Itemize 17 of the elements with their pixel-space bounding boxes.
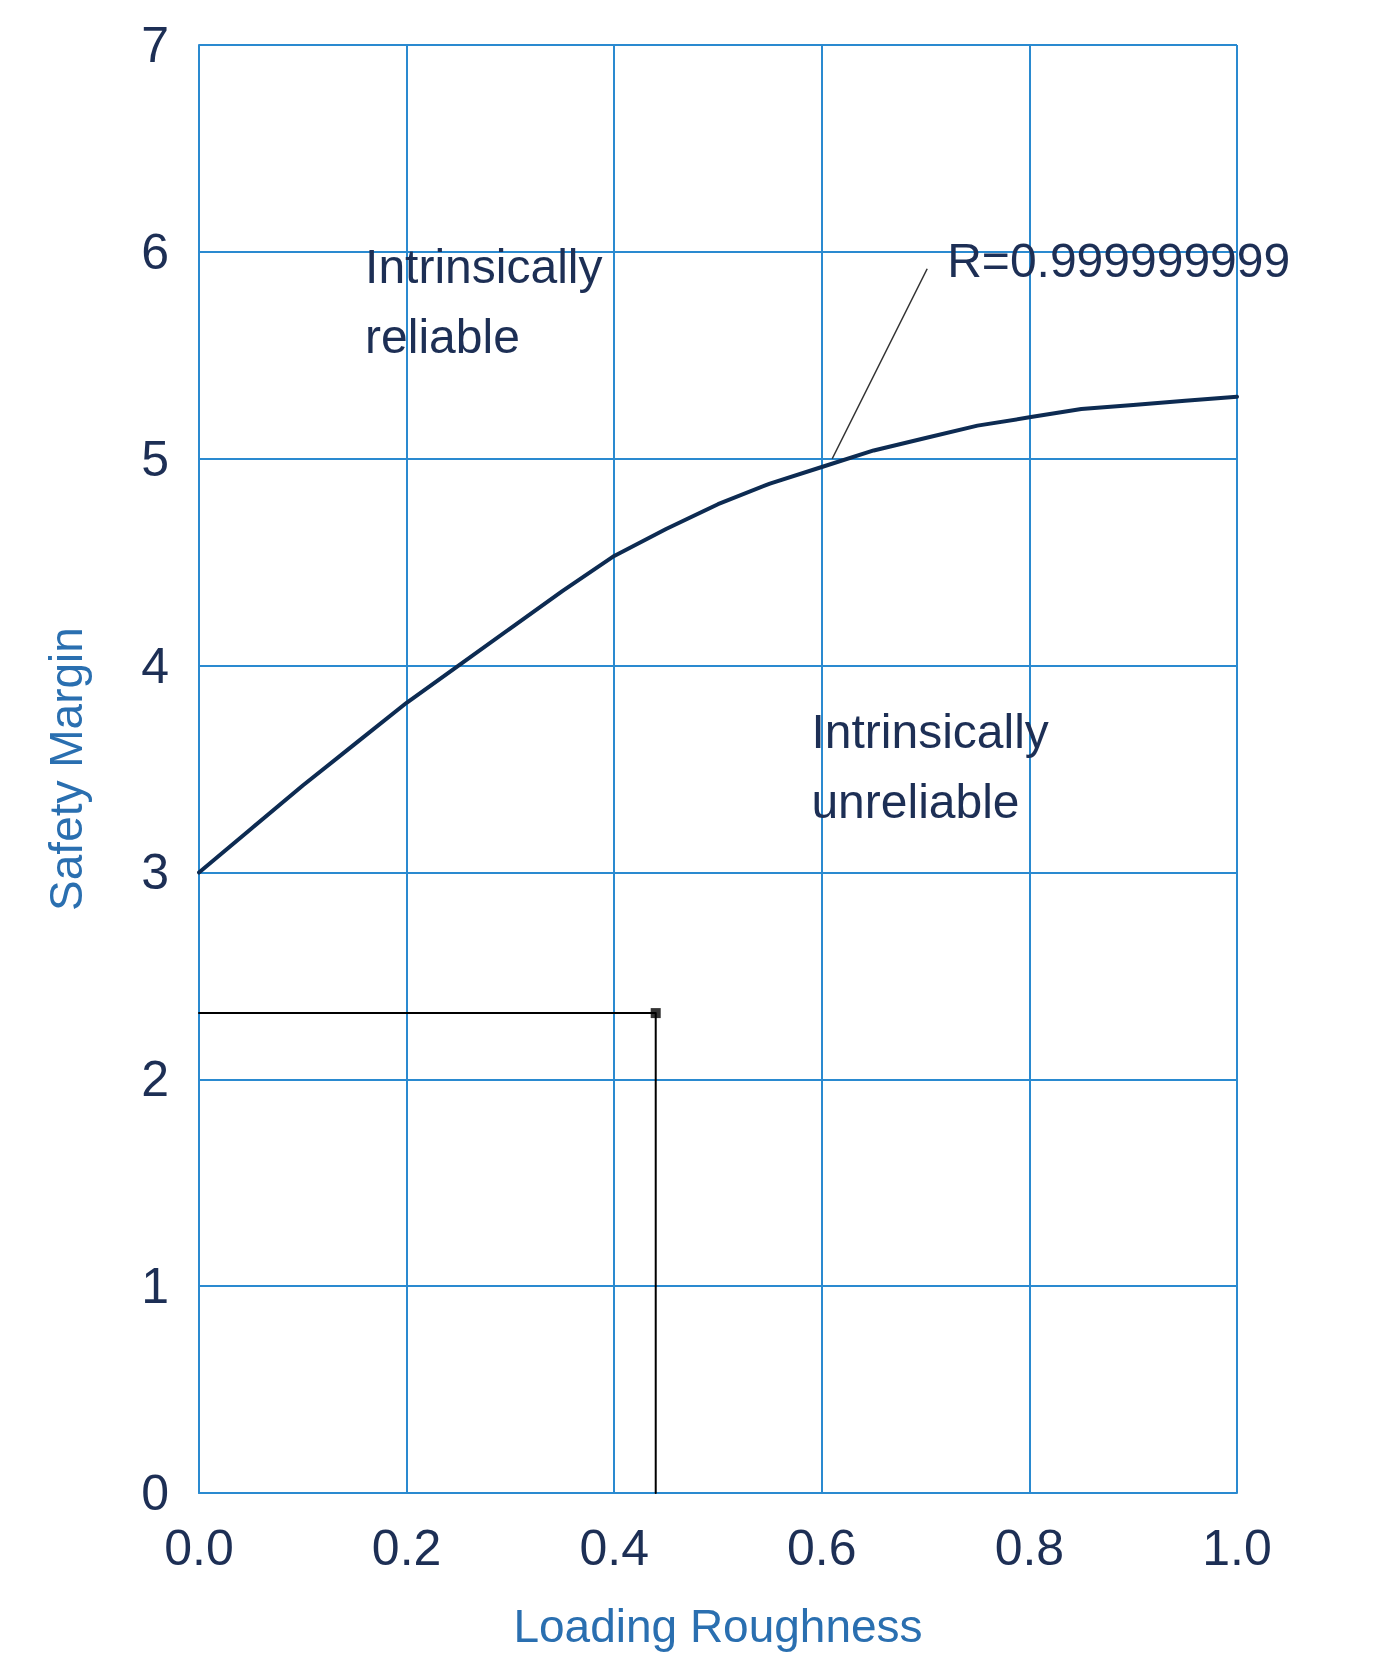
y-tick-label: 5 <box>141 430 169 487</box>
x-tick-label: 1.0 <box>1202 1520 1272 1576</box>
y-tick-label: 4 <box>141 637 169 694</box>
y-axis-title: Safety Margin <box>40 627 92 911</box>
x-tick-label: 0.6 <box>787 1520 857 1576</box>
x-tick-label: 0.2 <box>371 1520 442 1576</box>
y-tick-label: 1 <box>141 1258 169 1315</box>
y-tick-label: 3 <box>141 844 169 901</box>
x-tick-label: 0.8 <box>994 1520 1065 1576</box>
y-tick-label: 0 <box>141 1465 169 1521</box>
y-tick-label: 2 <box>141 1051 169 1108</box>
y-tick-label: 6 <box>141 223 169 280</box>
y-tick-label: 7 <box>141 17 169 73</box>
x-axis-title: Loading Roughness <box>513 1600 923 1652</box>
x-tick-label: 0.4 <box>579 1520 649 1576</box>
line-series <box>197 394 1239 875</box>
x-tick-label: 0.0 <box>164 1520 234 1576</box>
